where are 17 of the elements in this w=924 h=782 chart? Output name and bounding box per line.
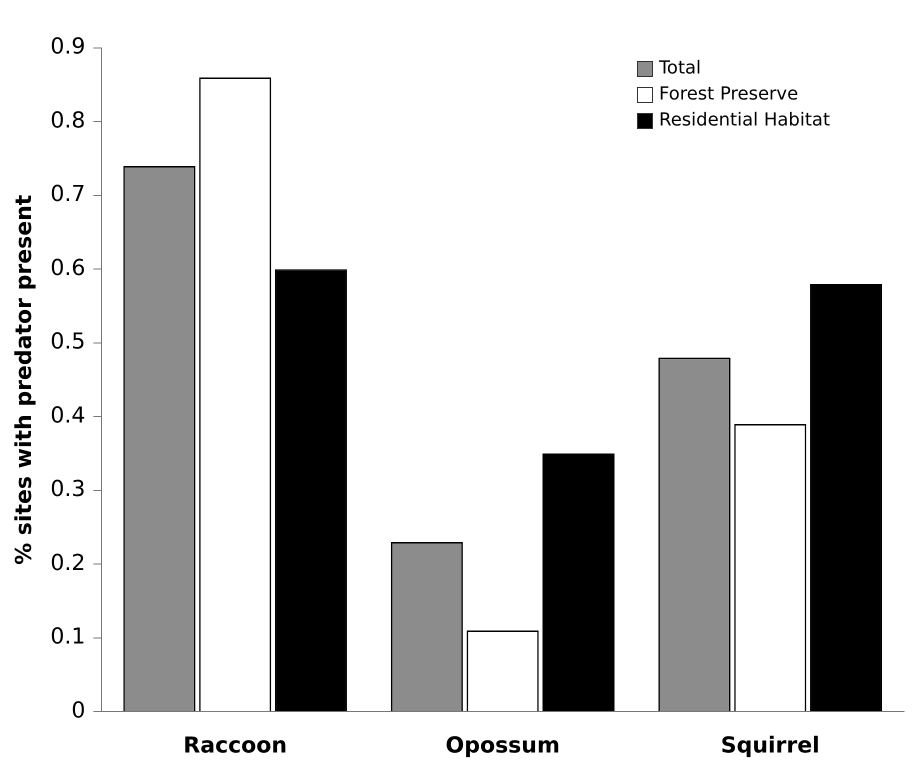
x-tick-label: Opossum	[446, 734, 560, 759]
y-tick-label: 0	[71, 698, 86, 724]
x-tick-label: Squirrel	[720, 734, 820, 759]
y-tick-label: 0.3	[50, 477, 86, 502]
y-tick-label: 0.4	[50, 403, 86, 428]
legend-label: Total	[658, 58, 702, 79]
y-tick-label: 0.8	[50, 108, 86, 134]
legend-label: Residential Habitat	[658, 110, 830, 131]
y-tick-label: 0.1	[50, 624, 86, 650]
x-tick-label: Raccoon	[183, 734, 288, 759]
y-tick-label: 0.5	[50, 330, 86, 355]
y-axis-title: % sites with predator present	[12, 194, 37, 565]
y-tick-label: 0.9	[50, 34, 86, 60]
y-tick-label: 0.7	[50, 182, 86, 208]
y-tick-label: 0.2	[50, 550, 86, 576]
legend-label: Forest Preserve	[658, 84, 798, 105]
y-tick-label: 0.6	[50, 256, 86, 281]
